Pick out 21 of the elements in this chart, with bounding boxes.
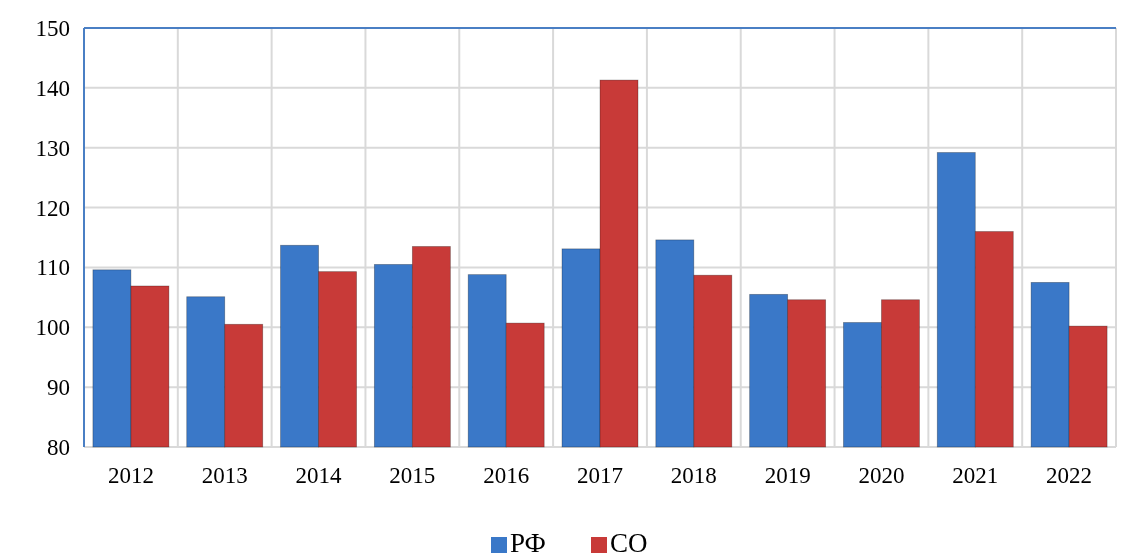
x-tick-label: 2020 [858, 463, 905, 488]
x-tick-label: 2015 [389, 463, 436, 488]
y-tick-label: 100 [35, 315, 70, 341]
legend-label: СО [610, 528, 648, 557]
x-tick-label: 2012 [107, 463, 154, 488]
y-tick-label: 150 [35, 16, 70, 42]
legend-label: РФ [510, 528, 546, 557]
y-tick-label: 130 [35, 135, 70, 161]
x-tick-label: 2021 [952, 463, 999, 488]
x-tick-label: 2018 [670, 463, 717, 488]
x-tick-label: 2016 [483, 463, 530, 488]
x-tick-label: 2019 [764, 463, 811, 488]
x-tick-label: 2013 [201, 463, 248, 488]
y-tick-label: 90 [47, 375, 70, 401]
y-tick-label: 140 [35, 75, 70, 101]
y-tick-label: 110 [36, 255, 70, 281]
x-tick-label: 2017 [577, 463, 623, 488]
y-tick-label: 120 [35, 195, 70, 221]
x-tick-label: 2022 [1046, 463, 1093, 488]
x-tick-label: 2014 [295, 463, 343, 488]
y-tick-label: 80 [47, 435, 70, 461]
